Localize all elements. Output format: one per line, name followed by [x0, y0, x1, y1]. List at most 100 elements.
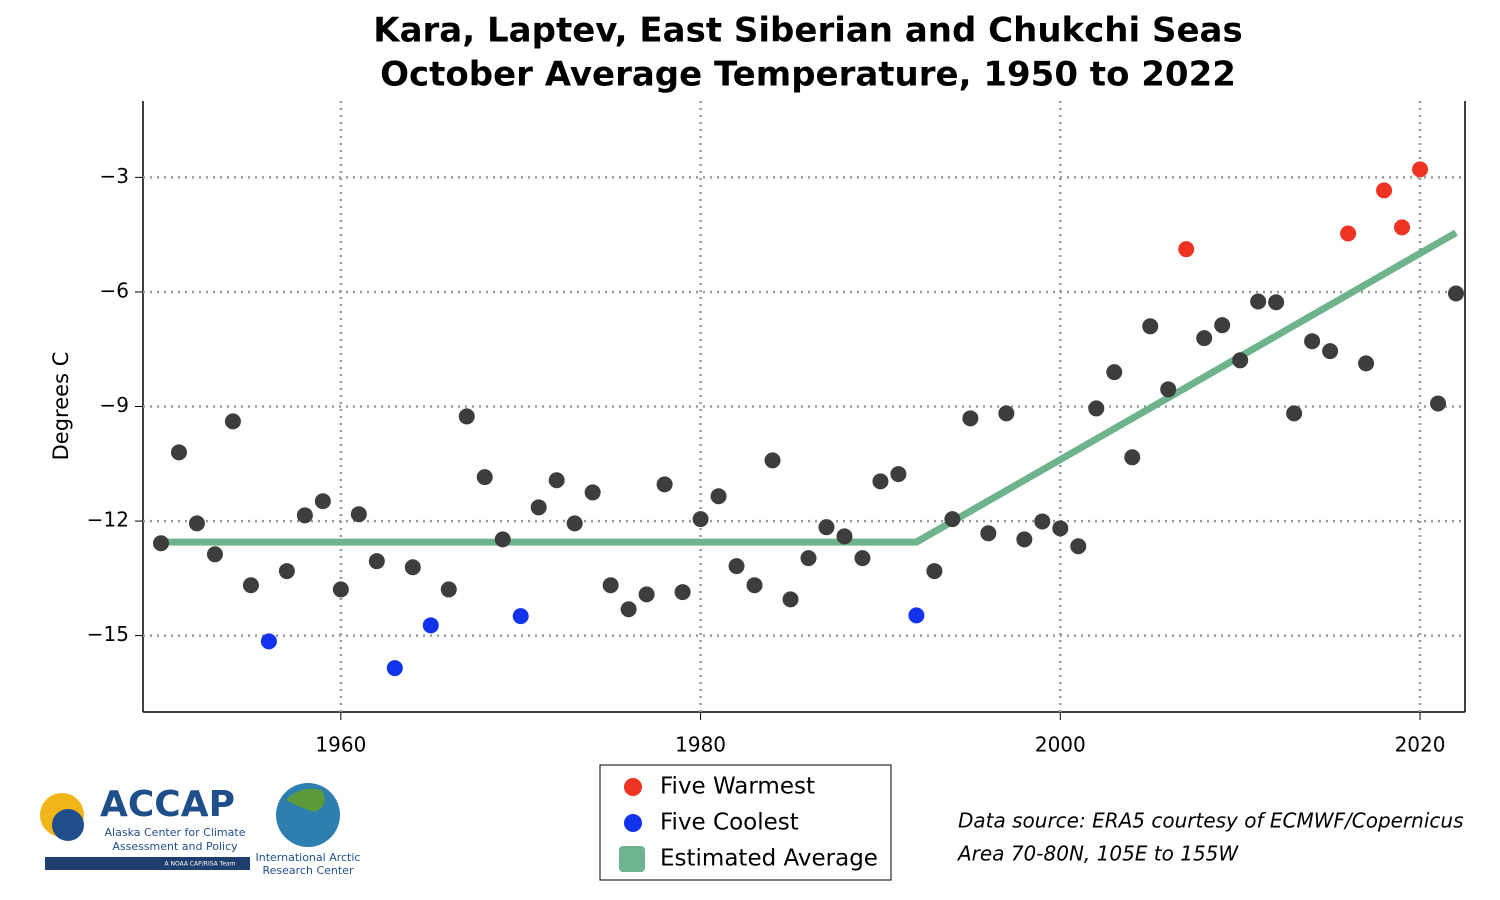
logo-snowflake: [52, 809, 84, 841]
data-point: [260, 633, 277, 650]
legend-marker: [624, 778, 642, 796]
data-point: [620, 601, 637, 618]
y-tick-label: −6: [100, 278, 129, 302]
data-point: [368, 553, 385, 570]
data-point: [1124, 449, 1141, 466]
data-point: [152, 535, 169, 552]
source-note: Area 70-80N, 105E to 155W: [956, 842, 1239, 866]
data-point: [656, 476, 673, 493]
data-point: [332, 581, 349, 598]
data-point: [1070, 538, 1087, 555]
data-point: [836, 528, 853, 545]
data-point: [530, 499, 547, 516]
data-point: [674, 584, 691, 601]
data-point: [1232, 352, 1249, 369]
logo-text: International Arctic: [256, 851, 361, 864]
legend-marker: [624, 814, 642, 832]
data-point: [1160, 381, 1177, 398]
accap-logo: ACCAP Alaska Center for Climate Assessme…: [40, 784, 250, 870]
data-point: [1448, 285, 1465, 302]
chart-title: October Average Temperature, 1950 to 202…: [380, 55, 1236, 95]
source-note: Data source: ERA5 courtesy of ECMWF/Cope…: [958, 809, 1464, 833]
data-point: [764, 452, 781, 469]
data-point: [1196, 330, 1213, 347]
logo-text: A NOAA CAP/RISA Team: [164, 861, 235, 868]
data-point: [1088, 400, 1105, 417]
legend-label: Five Coolest: [660, 810, 799, 836]
logo-bar: [45, 857, 250, 870]
logo-text: Assessment and Policy: [112, 840, 238, 853]
data-point: [296, 507, 313, 524]
data-point: [692, 511, 709, 528]
x-tick-label: 2020: [1395, 733, 1446, 757]
data-point: [386, 660, 403, 677]
data-point: [314, 493, 331, 510]
logo-text: Alaska Center for Climate: [105, 826, 246, 839]
legend-label: Estimated Average: [660, 846, 878, 872]
data-point: [242, 577, 259, 594]
data-point: [476, 469, 493, 486]
legend-swatch: [619, 846, 645, 872]
legend-label: Five Warmest: [660, 774, 815, 800]
iarc-logo: International Arctic Research Center: [256, 783, 361, 877]
data-point: [1214, 317, 1231, 334]
data-point: [566, 515, 583, 532]
logo-text: ACCAP: [100, 784, 235, 825]
data-point: [890, 466, 907, 483]
data-point: [458, 408, 475, 425]
data-point: [854, 550, 871, 567]
data-point: [1286, 405, 1303, 422]
data-point: [404, 559, 421, 576]
data-point: [1430, 395, 1447, 412]
chart-title: Kara, Laptev, East Siberian and Chukchi …: [373, 11, 1242, 51]
data-point: [800, 550, 817, 567]
data-point: [944, 511, 961, 528]
data-point: [1178, 241, 1195, 258]
data-point: [170, 444, 187, 461]
data-point: [278, 563, 295, 580]
x-tick-label: 2000: [1035, 733, 1086, 757]
data-point: [1358, 355, 1375, 372]
data-point: [188, 515, 205, 532]
y-tick-label: −12: [87, 508, 129, 532]
y-tick-label: −3: [100, 164, 129, 188]
data-point: [584, 484, 601, 501]
x-tick-label: 1980: [675, 733, 726, 757]
data-point: [1016, 531, 1033, 548]
data-point: [206, 546, 223, 563]
data-point: [998, 405, 1015, 422]
data-point: [1034, 513, 1051, 530]
logo-land: [286, 788, 325, 812]
x-tick-label: 1960: [315, 733, 366, 757]
y-tick-label: −15: [87, 622, 129, 646]
data-point: [494, 531, 511, 548]
data-point: [1376, 182, 1393, 199]
data-point: [962, 410, 979, 427]
trend-line: [160, 229, 1458, 546]
data-point: [1250, 293, 1267, 310]
data-point: [512, 608, 529, 625]
data-point: [908, 607, 925, 624]
data-point: [1142, 318, 1159, 335]
logo-text: Research Center: [263, 864, 354, 877]
data-point: [980, 525, 997, 542]
data-point: [350, 506, 367, 523]
data-point: [422, 617, 439, 634]
y-tick-label: −9: [100, 393, 129, 417]
data-point: [1052, 520, 1069, 537]
data-point: [782, 591, 799, 608]
data-point: [1340, 225, 1357, 242]
data-point: [926, 563, 943, 580]
data-point: [728, 558, 745, 575]
legend: [599, 764, 892, 881]
y-axis-label: Degrees C: [49, 352, 73, 461]
data-point: [1412, 161, 1429, 178]
data-point: [602, 577, 619, 594]
data-point: [710, 488, 727, 505]
data-point: [1304, 333, 1321, 350]
data-point: [638, 586, 655, 603]
data-point: [872, 473, 889, 490]
data-point: [1394, 219, 1411, 236]
data-point: [1106, 364, 1123, 381]
